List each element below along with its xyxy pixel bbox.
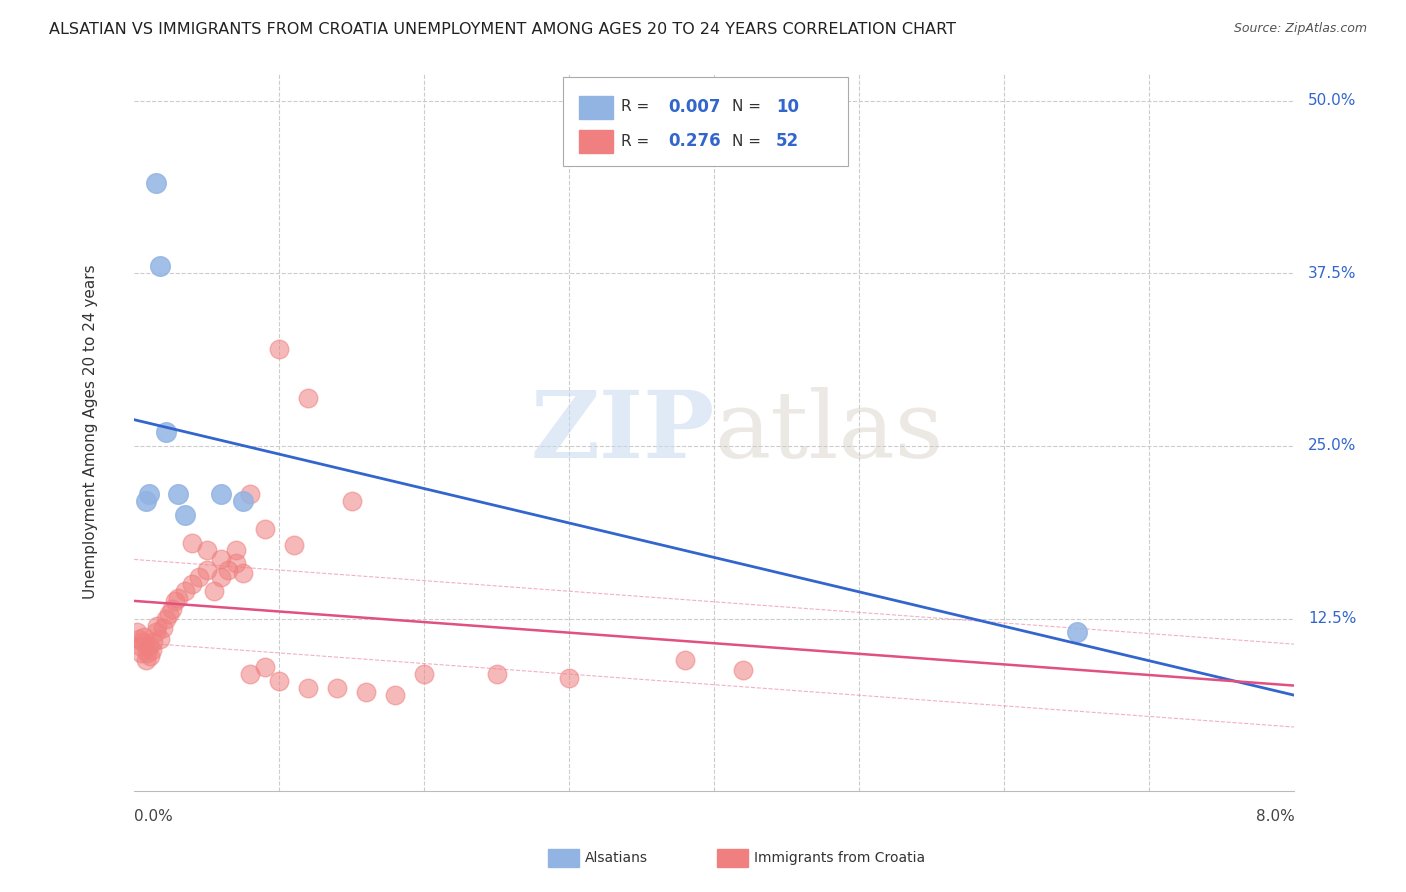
Text: Unemployment Among Ages 20 to 24 years: Unemployment Among Ages 20 to 24 years	[83, 265, 97, 599]
Text: atlas: atlas	[714, 387, 943, 477]
Text: 8.0%: 8.0%	[1256, 809, 1295, 824]
Point	[209, 570, 232, 584]
Point	[129, 640, 152, 654]
Text: 25.0%: 25.0%	[1308, 439, 1357, 453]
Point	[163, 593, 186, 607]
Text: 0.007: 0.007	[668, 98, 720, 116]
Point	[141, 643, 163, 657]
Text: 10: 10	[776, 98, 799, 116]
Point	[138, 640, 160, 654]
Point	[181, 535, 204, 549]
Point	[217, 563, 239, 577]
Point	[155, 612, 177, 626]
Point	[413, 666, 436, 681]
Point	[225, 542, 247, 557]
Point	[269, 343, 291, 357]
FancyBboxPatch shape	[564, 77, 848, 167]
Text: 12.5%: 12.5%	[1308, 611, 1357, 626]
Point	[138, 487, 160, 501]
Text: Alsatians: Alsatians	[585, 851, 648, 865]
Point	[157, 607, 180, 622]
Point	[132, 635, 155, 649]
Point	[149, 632, 172, 647]
Text: ALSATIAN VS IMMIGRANTS FROM CROATIA UNEMPLOYMENT AMONG AGES 20 TO 24 YEARS CORRE: ALSATIAN VS IMMIGRANTS FROM CROATIA UNEM…	[49, 22, 956, 37]
Point	[145, 177, 167, 191]
Point	[139, 648, 162, 663]
Point	[136, 646, 159, 660]
Text: 0.276: 0.276	[668, 132, 720, 150]
Point	[195, 542, 218, 557]
Point	[253, 522, 276, 536]
Point	[733, 663, 755, 677]
Text: R =: R =	[621, 134, 659, 149]
Text: Source: ZipAtlas.com: Source: ZipAtlas.com	[1233, 22, 1367, 36]
Point	[202, 584, 225, 599]
Point	[232, 566, 254, 580]
Point	[145, 625, 167, 640]
Text: 52: 52	[776, 132, 799, 150]
FancyBboxPatch shape	[578, 96, 613, 119]
Point	[283, 538, 305, 552]
Point	[166, 487, 188, 501]
Point	[239, 666, 262, 681]
Point	[134, 630, 156, 644]
Text: 37.5%: 37.5%	[1308, 266, 1357, 281]
Point	[253, 660, 276, 674]
Point	[152, 621, 174, 635]
Point	[188, 570, 211, 584]
Text: Immigrants from Croatia: Immigrants from Croatia	[754, 851, 925, 865]
FancyBboxPatch shape	[578, 130, 613, 153]
Point	[174, 508, 197, 522]
Point	[1066, 625, 1088, 640]
Point	[127, 625, 149, 640]
Point	[155, 425, 177, 439]
Point	[225, 557, 247, 571]
Point	[269, 673, 291, 688]
Point	[128, 632, 150, 647]
Point	[209, 552, 232, 566]
Point	[297, 391, 319, 405]
Point	[146, 618, 169, 632]
Point	[354, 685, 377, 699]
Point	[326, 681, 349, 695]
Point	[558, 671, 581, 685]
Point	[174, 584, 197, 599]
Text: N =: N =	[731, 99, 765, 114]
Point	[195, 563, 218, 577]
Point	[297, 681, 319, 695]
Point	[135, 653, 157, 667]
Text: N =: N =	[731, 134, 765, 149]
Point	[384, 688, 406, 702]
Text: 0.0%: 0.0%	[134, 809, 173, 824]
Point	[142, 635, 165, 649]
Point	[131, 646, 153, 660]
Point	[232, 494, 254, 508]
Point	[209, 487, 232, 501]
Text: 50.0%: 50.0%	[1308, 93, 1357, 108]
Point	[160, 602, 183, 616]
Point	[239, 487, 262, 501]
Text: R =: R =	[621, 99, 655, 114]
Point	[135, 494, 157, 508]
Point	[340, 494, 363, 508]
Point	[485, 666, 508, 681]
Point	[673, 653, 696, 667]
Text: ZIP: ZIP	[530, 387, 714, 477]
Point	[166, 591, 188, 605]
Point	[181, 577, 204, 591]
Point	[149, 260, 172, 274]
